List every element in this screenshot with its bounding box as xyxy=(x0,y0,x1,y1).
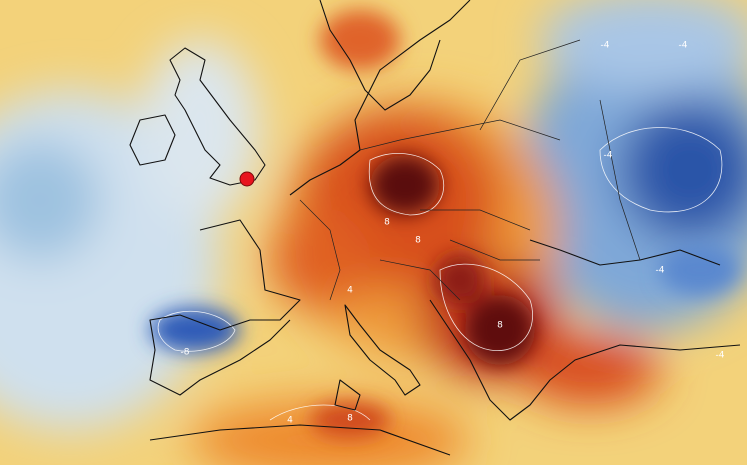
contour-label: -4 xyxy=(716,351,725,361)
borders xyxy=(299,39,641,301)
location-marker xyxy=(239,171,255,187)
contour-label: -8 xyxy=(181,348,190,358)
contour-label: -4 xyxy=(656,266,665,276)
contour-label: 4 xyxy=(287,416,293,426)
contour-label: -4 xyxy=(601,41,610,51)
contour-label: 8 xyxy=(497,321,503,331)
contour-label: 8 xyxy=(415,236,421,246)
coastlines xyxy=(129,0,741,456)
contour-label: -4 xyxy=(679,41,688,51)
contour-label: 8 xyxy=(347,414,353,424)
contour-label: 8 xyxy=(384,218,390,228)
contour-labels: -4 -4 -4 -4 -8 8 8 4 8 4 8 -4 xyxy=(181,41,725,426)
contour-label: 4 xyxy=(347,286,353,296)
contour-label: -4 xyxy=(604,151,613,161)
